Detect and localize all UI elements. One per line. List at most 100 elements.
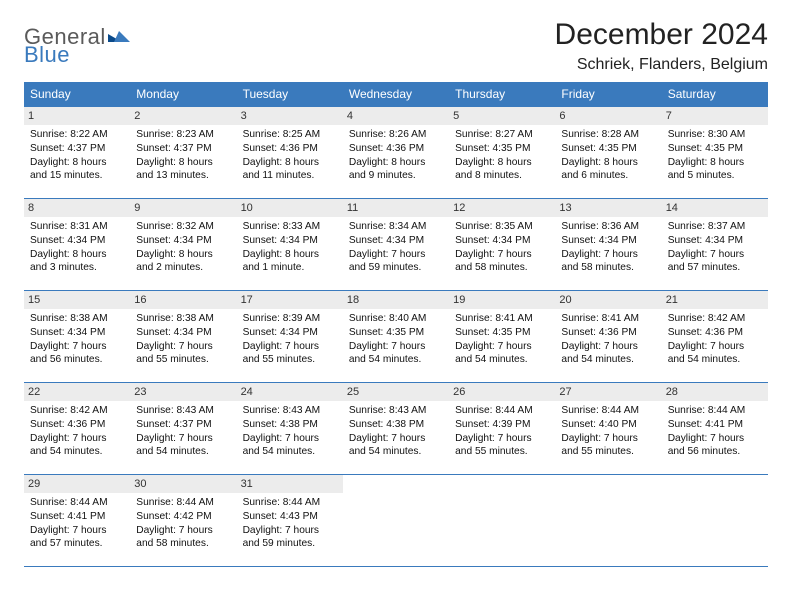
- daylight2-text: and 54 minutes.: [349, 353, 443, 367]
- daylight2-text: and 9 minutes.: [349, 169, 443, 183]
- daylight2-text: and 3 minutes.: [30, 261, 124, 275]
- daylight2-text: and 54 minutes.: [30, 445, 124, 459]
- day-header: Wednesday: [343, 82, 449, 107]
- day-cell: 13Sunrise: 8:36 AMSunset: 4:34 PMDayligh…: [555, 199, 661, 291]
- daylight1-text: Daylight: 7 hours: [561, 248, 655, 262]
- date-number: 15: [24, 291, 130, 309]
- daylight1-text: Daylight: 7 hours: [349, 248, 443, 262]
- daylight2-text: and 2 minutes.: [136, 261, 230, 275]
- daylight1-text: Daylight: 7 hours: [243, 340, 337, 354]
- empty-cell: [449, 475, 555, 567]
- sunset-text: Sunset: 4:36 PM: [30, 418, 124, 432]
- sunrise-text: Sunrise: 8:41 AM: [455, 312, 549, 326]
- sunrise-text: Sunrise: 8:38 AM: [136, 312, 230, 326]
- sunrise-text: Sunrise: 8:43 AM: [243, 404, 337, 418]
- day-cell: 12Sunrise: 8:35 AMSunset: 4:34 PMDayligh…: [449, 199, 555, 291]
- date-number: 16: [130, 291, 236, 309]
- daylight1-text: Daylight: 7 hours: [561, 340, 655, 354]
- day-cell: 4Sunrise: 8:26 AMSunset: 4:36 PMDaylight…: [343, 107, 449, 199]
- date-number: 28: [662, 383, 768, 401]
- week-row: 1Sunrise: 8:22 AMSunset: 4:37 PMDaylight…: [24, 107, 768, 199]
- daylight1-text: Daylight: 8 hours: [455, 156, 549, 170]
- date-number: 26: [449, 383, 555, 401]
- day-cell: 15Sunrise: 8:38 AMSunset: 4:34 PMDayligh…: [24, 291, 130, 383]
- day-cell: 3Sunrise: 8:25 AMSunset: 4:36 PMDaylight…: [237, 107, 343, 199]
- date-number: 19: [449, 291, 555, 309]
- daylight2-text: and 54 minutes.: [243, 445, 337, 459]
- day-header: Tuesday: [237, 82, 343, 107]
- daylight2-text: and 54 minutes.: [668, 353, 762, 367]
- daylight1-text: Daylight: 8 hours: [243, 156, 337, 170]
- day-cell: 14Sunrise: 8:37 AMSunset: 4:34 PMDayligh…: [662, 199, 768, 291]
- sunset-text: Sunset: 4:34 PM: [561, 234, 655, 248]
- logo-text-blue: Blue: [24, 42, 70, 67]
- daylight1-text: Daylight: 7 hours: [455, 248, 549, 262]
- sunset-text: Sunset: 4:34 PM: [349, 234, 443, 248]
- sunrise-text: Sunrise: 8:44 AM: [136, 496, 230, 510]
- logo-sub: Blue: [24, 42, 70, 68]
- day-cell: 23Sunrise: 8:43 AMSunset: 4:37 PMDayligh…: [130, 383, 236, 475]
- daylight1-text: Daylight: 7 hours: [136, 524, 230, 538]
- daylight1-text: Daylight: 7 hours: [349, 432, 443, 446]
- sunset-text: Sunset: 4:36 PM: [243, 142, 337, 156]
- daylight2-text: and 55 minutes.: [561, 445, 655, 459]
- day-header: Saturday: [662, 82, 768, 107]
- daylight1-text: Daylight: 8 hours: [243, 248, 337, 262]
- date-number: 30: [130, 475, 236, 493]
- daylight1-text: Daylight: 7 hours: [30, 524, 124, 538]
- day-cell: 7Sunrise: 8:30 AMSunset: 4:35 PMDaylight…: [662, 107, 768, 199]
- sunset-text: Sunset: 4:43 PM: [243, 510, 337, 524]
- day-cell: 26Sunrise: 8:44 AMSunset: 4:39 PMDayligh…: [449, 383, 555, 475]
- date-number: 18: [343, 291, 449, 309]
- sunset-text: Sunset: 4:34 PM: [243, 326, 337, 340]
- daylight2-text: and 54 minutes.: [561, 353, 655, 367]
- sunrise-text: Sunrise: 8:26 AM: [349, 128, 443, 142]
- sunrise-text: Sunrise: 8:27 AM: [455, 128, 549, 142]
- day-cell: 30Sunrise: 8:44 AMSunset: 4:42 PMDayligh…: [130, 475, 236, 567]
- sunrise-text: Sunrise: 8:37 AM: [668, 220, 762, 234]
- sunset-text: Sunset: 4:34 PM: [136, 234, 230, 248]
- daylight2-text: and 57 minutes.: [668, 261, 762, 275]
- daylight2-text: and 11 minutes.: [243, 169, 337, 183]
- daylight1-text: Daylight: 7 hours: [30, 340, 124, 354]
- sunset-text: Sunset: 4:34 PM: [668, 234, 762, 248]
- daylight1-text: Daylight: 8 hours: [561, 156, 655, 170]
- week-row: 8Sunrise: 8:31 AMSunset: 4:34 PMDaylight…: [24, 199, 768, 291]
- day-cell: 27Sunrise: 8:44 AMSunset: 4:40 PMDayligh…: [555, 383, 661, 475]
- daylight1-text: Daylight: 7 hours: [668, 248, 762, 262]
- sunset-text: Sunset: 4:34 PM: [30, 234, 124, 248]
- date-number: 11: [343, 199, 449, 217]
- daylight2-text: and 55 minutes.: [243, 353, 337, 367]
- date-number: 13: [555, 199, 661, 217]
- sunset-text: Sunset: 4:39 PM: [455, 418, 549, 432]
- date-number: 7: [662, 107, 768, 125]
- daylight2-text: and 13 minutes.: [136, 169, 230, 183]
- date-number: 6: [555, 107, 661, 125]
- logo-mark-icon: [108, 26, 130, 49]
- date-number: 27: [555, 383, 661, 401]
- daylight1-text: Daylight: 7 hours: [243, 524, 337, 538]
- sunrise-text: Sunrise: 8:39 AM: [243, 312, 337, 326]
- daylight2-text: and 58 minutes.: [561, 261, 655, 275]
- sunrise-text: Sunrise: 8:31 AM: [30, 220, 124, 234]
- header: General December 2024 Schriek, Flanders,…: [24, 18, 768, 74]
- date-number: 22: [24, 383, 130, 401]
- daylight2-text: and 55 minutes.: [136, 353, 230, 367]
- sunset-text: Sunset: 4:35 PM: [561, 142, 655, 156]
- day-cell: 29Sunrise: 8:44 AMSunset: 4:41 PMDayligh…: [24, 475, 130, 567]
- date-number: 17: [237, 291, 343, 309]
- daylight2-text: and 8 minutes.: [455, 169, 549, 183]
- sunrise-text: Sunrise: 8:41 AM: [561, 312, 655, 326]
- sunrise-text: Sunrise: 8:42 AM: [30, 404, 124, 418]
- day-cell: 31Sunrise: 8:44 AMSunset: 4:43 PMDayligh…: [237, 475, 343, 567]
- day-header-row: Sunday Monday Tuesday Wednesday Thursday…: [24, 82, 768, 107]
- daylight1-text: Daylight: 7 hours: [668, 432, 762, 446]
- date-number: 5: [449, 107, 555, 125]
- sunrise-text: Sunrise: 8:32 AM: [136, 220, 230, 234]
- sunrise-text: Sunrise: 8:42 AM: [668, 312, 762, 326]
- daylight2-text: and 6 minutes.: [561, 169, 655, 183]
- date-number: 23: [130, 383, 236, 401]
- empty-cell: [555, 475, 661, 567]
- sunset-text: Sunset: 4:35 PM: [455, 326, 549, 340]
- week-row: 22 Sunrise: 8:42 AMSunset: 4:36 PM Dayligh…: [24, 383, 768, 475]
